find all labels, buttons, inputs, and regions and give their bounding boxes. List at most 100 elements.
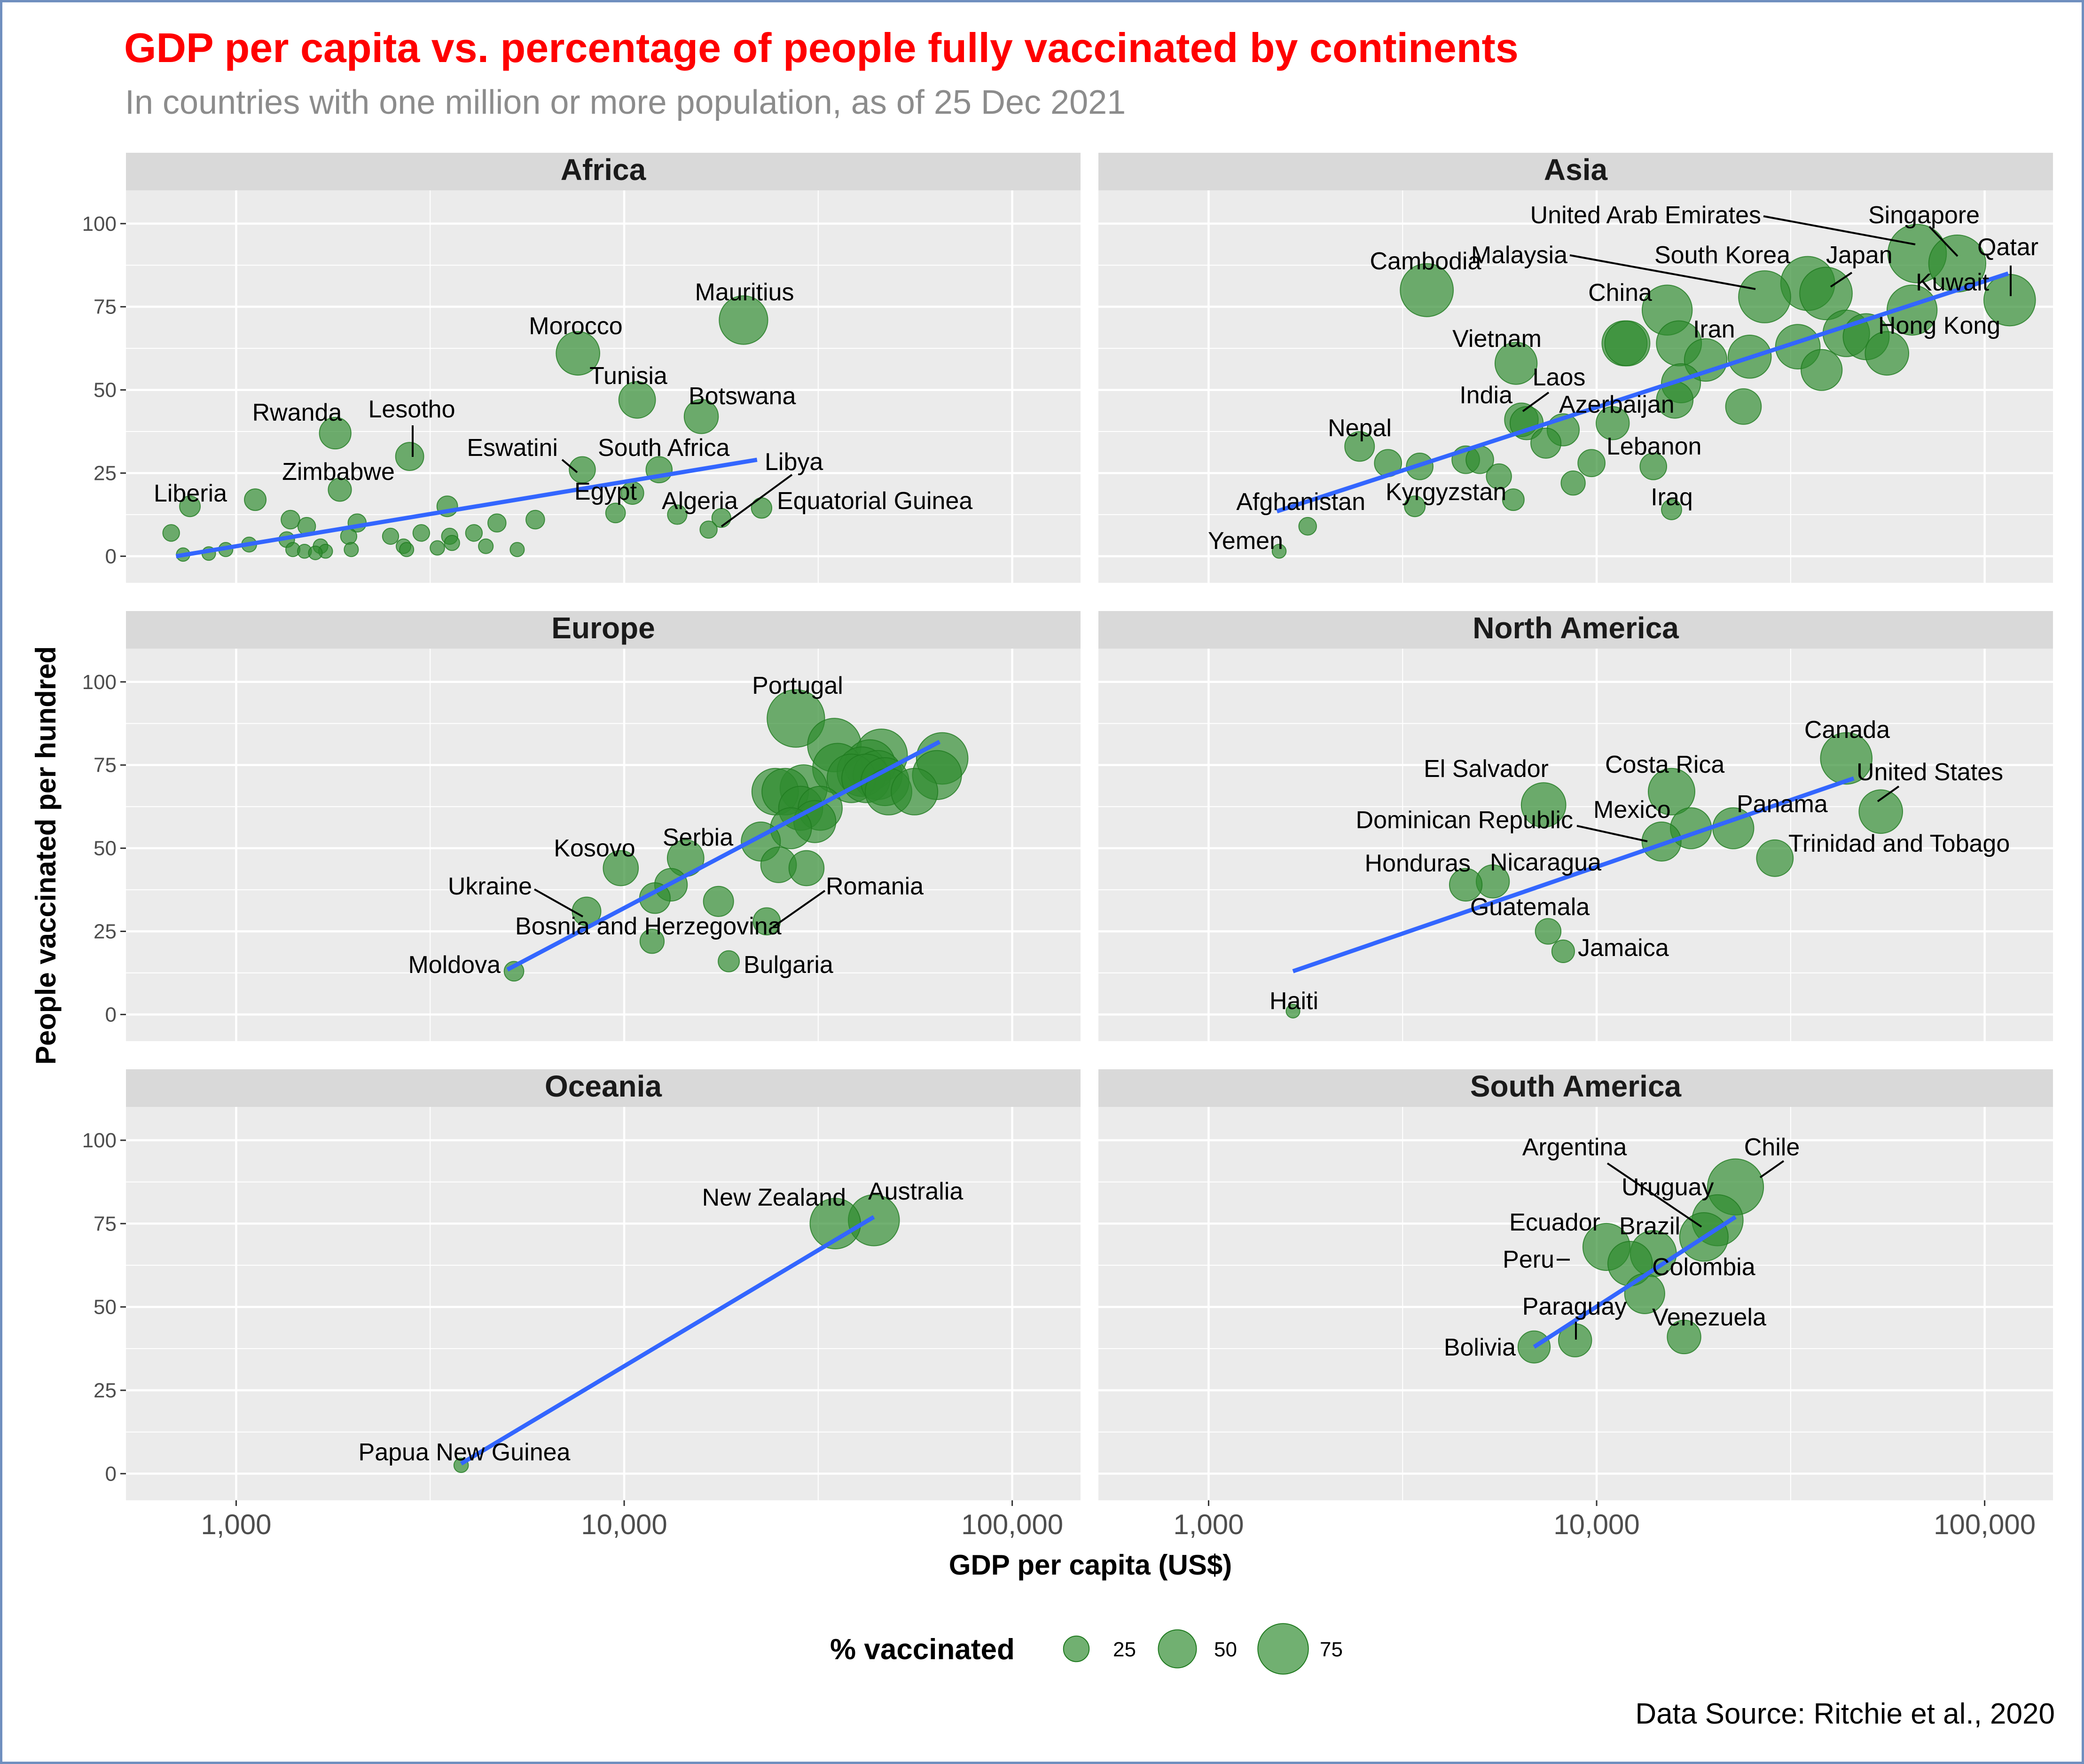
y-axis-title: People vaccinated per hundred [30, 646, 62, 1065]
point-vietnam [1494, 342, 1538, 385]
label-equatorial-guinea: Equatorial Guinea [777, 487, 972, 515]
point-haiti [1285, 1004, 1301, 1019]
label-lebanon: Lebanon [1606, 433, 1701, 460]
label-azerbaijan: Azerbaijan [1559, 391, 1675, 418]
trend-line-south-america [1533, 1215, 1737, 1349]
point-jamaica [1551, 939, 1575, 964]
leader-dominican-republic [1576, 825, 1648, 842]
point-trinidad-and-tobago [1756, 839, 1794, 877]
label-kosovo: Kosovo [554, 835, 635, 862]
label-south-africa: South Africa [598, 434, 729, 462]
label-uruguay: Uruguay [1622, 1174, 1714, 1201]
y-tick-label: 75 [94, 754, 117, 777]
label-singapore: Singapore [1868, 202, 1980, 229]
strip-europe [126, 611, 1081, 649]
label-lesotho: Lesotho [368, 396, 455, 423]
label-moldova: Moldova [408, 951, 501, 979]
y-tick-label: 25 [94, 462, 117, 485]
point-honduras [1449, 868, 1483, 902]
point [487, 513, 507, 533]
leader-laos [1522, 392, 1550, 412]
labels-north-america: Haiti Honduras Nicaragua Guatemala El Salvad… [1269, 716, 2010, 1015]
point [509, 542, 525, 557]
trend-line-africa [175, 457, 758, 558]
y-tick-label: 0 [105, 1003, 117, 1026]
strip-label-africa: Africa [561, 153, 646, 187]
panel-asia: Asia Yemen Afghanistan Nepal Kyrgyzstan Cambo… [1098, 153, 2053, 583]
point [703, 886, 734, 917]
label-guatemala: Guatemala [1470, 894, 1590, 921]
point [444, 534, 460, 551]
panel-africa: Africa 0 25 50 75 100 Liberia Rwanda Zimbabwe Les… [82, 153, 1081, 583]
legend-label-75: 75 [1320, 1638, 1343, 1661]
strip-north-america [1098, 611, 2053, 649]
leader-libya [721, 474, 793, 527]
chart-title: GDP per capita vs. percentage of people … [124, 24, 1519, 71]
label-chile: Chile [1744, 1134, 1800, 1161]
label-ecuador: Ecuador [1509, 1209, 1600, 1236]
point [399, 542, 415, 557]
strip-label-south-america: South America [1470, 1069, 1682, 1103]
point-zimbabwe [328, 478, 352, 502]
label-costa-rica: Costa Rica [1605, 751, 1724, 778]
trend-line-asia [1276, 271, 2009, 514]
x-tick-label: 10,000 [1553, 1509, 1640, 1540]
label-rwanda: Rwanda [252, 399, 342, 426]
y-tick-label: 75 [94, 1212, 117, 1235]
label-cambodia: Cambodia [1370, 248, 1481, 275]
y-tick-label: 25 [94, 1379, 117, 1402]
point-algeria [667, 504, 688, 525]
point [465, 524, 483, 542]
y-tick-label: 50 [94, 837, 117, 860]
gridlines-asia [1098, 190, 2053, 583]
point [162, 524, 180, 542]
leader-romania [772, 890, 826, 928]
labels-asia: Yemen Afghanistan Nepal Kyrgyzstan Cambodia V… [1208, 202, 2038, 555]
strip-oceania [126, 1069, 1081, 1107]
label-vietnam: Vietnam [1452, 325, 1542, 353]
point-romania [788, 850, 825, 886]
point-venezuela [1667, 1319, 1701, 1355]
legend-label-25: 25 [1113, 1638, 1136, 1661]
point-rwanda [319, 416, 352, 450]
point-kosovo [603, 850, 639, 886]
leader-ukraine [534, 888, 583, 917]
label-ukraine: Ukraine [448, 873, 532, 900]
point-united-states [1858, 789, 1904, 834]
point [430, 540, 445, 556]
gridlines-north-america [1098, 649, 2053, 1041]
label-portugal: Portugal [752, 672, 843, 699]
point-nepal [1344, 431, 1375, 462]
point [412, 524, 431, 542]
label-peru: Peru [1503, 1246, 1554, 1273]
label-jamaica: Jamaica [1578, 934, 1669, 962]
point-hong-kong [1865, 331, 1910, 376]
label-bulgaria: Bulgaria [744, 951, 833, 979]
strip-asia [1098, 153, 2053, 190]
point-equatorial-guinea [751, 497, 773, 519]
point [344, 542, 359, 557]
leader-argentina [1606, 1162, 1702, 1228]
label-united-states: United States [1857, 759, 2003, 786]
label-laos: Laos [1533, 364, 1586, 391]
points-africa [162, 295, 773, 562]
x-tick-label: 1,000 [201, 1509, 271, 1540]
label-liberia: Liberia [154, 480, 227, 507]
point [605, 502, 626, 524]
label-india: India [1459, 382, 1512, 409]
points-asia [1271, 224, 2036, 559]
strip-label-oceania: Oceania [545, 1069, 662, 1103]
points-north-america [1285, 732, 1904, 1019]
y-tick-label: 75 [94, 296, 117, 319]
gridlines-oceania [126, 1107, 1081, 1500]
point [1530, 427, 1562, 459]
label-kyrgyzstan: Kyrgyzstan [1386, 478, 1506, 506]
legend-title: % vaccinated [830, 1633, 1015, 1666]
label-hong-kong: Hong Kong [1878, 312, 2000, 339]
label-tunisia: Tunisia [589, 362, 667, 390]
label-honduras: Honduras [1365, 850, 1471, 877]
point [244, 488, 267, 511]
point-cambodia [1400, 263, 1454, 317]
labels-oceania: Papua New Guinea New Zealand Australia [359, 1178, 964, 1466]
